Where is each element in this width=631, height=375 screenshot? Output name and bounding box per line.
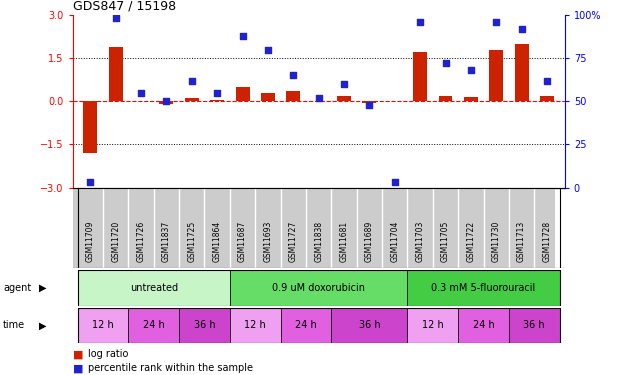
Bar (464, 97, 478, 101)
Text: 12 h: 12 h (422, 320, 444, 330)
Bar (331, 308, 408, 343)
Bar (337, 96, 351, 101)
Text: GSM11864: GSM11864 (213, 220, 221, 262)
Text: 12 h: 12 h (244, 320, 266, 330)
Bar (281, 308, 331, 343)
Text: 0.9 uM doxorubicin: 0.9 uM doxorubicin (272, 283, 365, 293)
Text: time: time (3, 320, 25, 330)
Bar (83, 101, 97, 153)
Text: GSM11693: GSM11693 (263, 220, 273, 262)
Point (440, 60, 451, 66)
Bar (210, 100, 224, 101)
Text: GSM11703: GSM11703 (416, 220, 425, 262)
Text: 24 h: 24 h (473, 320, 495, 330)
Text: 0.3 mM 5-fluorouracil: 0.3 mM 5-fluorouracil (432, 283, 536, 293)
Point (237, 33, 247, 39)
Text: 24 h: 24 h (143, 320, 165, 330)
Text: GSM11727: GSM11727 (289, 220, 298, 262)
Point (162, 98, 172, 104)
Bar (160, 101, 174, 104)
Bar (78, 308, 128, 343)
Point (85, 179, 95, 185)
Point (415, 19, 425, 25)
Text: 36 h: 36 h (358, 320, 380, 330)
Bar (413, 53, 427, 101)
Bar (235, 87, 249, 101)
Text: GSM11687: GSM11687 (238, 220, 247, 262)
Bar (439, 96, 452, 101)
Text: ■: ■ (73, 350, 83, 359)
Text: agent: agent (3, 283, 32, 293)
Text: percentile rank within the sample: percentile rank within the sample (88, 363, 253, 373)
Point (517, 26, 527, 32)
Text: ▶: ▶ (39, 283, 47, 293)
Bar (286, 91, 300, 101)
Text: GSM11837: GSM11837 (162, 220, 171, 262)
Text: ■: ■ (73, 363, 83, 373)
Bar (540, 96, 554, 101)
Point (491, 19, 501, 25)
Text: 36 h: 36 h (194, 320, 215, 330)
Point (136, 90, 146, 96)
Bar (230, 270, 408, 306)
Text: untreated: untreated (130, 283, 178, 293)
Bar (509, 308, 560, 343)
Bar (458, 308, 509, 343)
Text: GSM11681: GSM11681 (339, 220, 348, 262)
Point (390, 179, 400, 185)
Bar (362, 101, 376, 103)
Text: log ratio: log ratio (88, 350, 129, 359)
Text: GSM11704: GSM11704 (390, 220, 399, 262)
Point (339, 81, 349, 87)
Text: 12 h: 12 h (92, 320, 114, 330)
Bar (179, 308, 230, 343)
Point (364, 102, 374, 108)
Text: GSM11725: GSM11725 (187, 220, 196, 262)
Text: GSM11838: GSM11838 (314, 220, 323, 262)
Text: GSM11705: GSM11705 (441, 220, 450, 262)
Bar (515, 44, 529, 101)
Text: GSM11726: GSM11726 (136, 220, 146, 262)
Text: GSM11689: GSM11689 (365, 220, 374, 262)
Point (212, 90, 222, 96)
Point (187, 78, 197, 84)
Point (542, 78, 552, 84)
Point (466, 67, 476, 73)
Point (314, 95, 324, 101)
Text: GSM11730: GSM11730 (492, 220, 501, 262)
Bar (261, 93, 275, 101)
Text: GSM11720: GSM11720 (111, 220, 120, 262)
Text: 24 h: 24 h (295, 320, 317, 330)
Bar (78, 270, 230, 306)
Bar (128, 308, 179, 343)
Text: 36 h: 36 h (524, 320, 545, 330)
Text: GDS847 / 15198: GDS847 / 15198 (73, 0, 175, 12)
Text: GSM11728: GSM11728 (543, 220, 551, 262)
Bar (408, 308, 458, 343)
Bar (109, 46, 122, 101)
Point (263, 46, 273, 53)
Bar (185, 98, 199, 101)
Text: ▶: ▶ (39, 320, 47, 330)
Text: GSM11722: GSM11722 (466, 220, 475, 262)
Text: GSM11713: GSM11713 (517, 220, 526, 262)
Bar (230, 308, 281, 343)
Bar (489, 50, 504, 101)
Point (288, 72, 298, 78)
Point (110, 15, 121, 21)
Bar (408, 270, 560, 306)
Text: GSM11709: GSM11709 (86, 220, 95, 262)
